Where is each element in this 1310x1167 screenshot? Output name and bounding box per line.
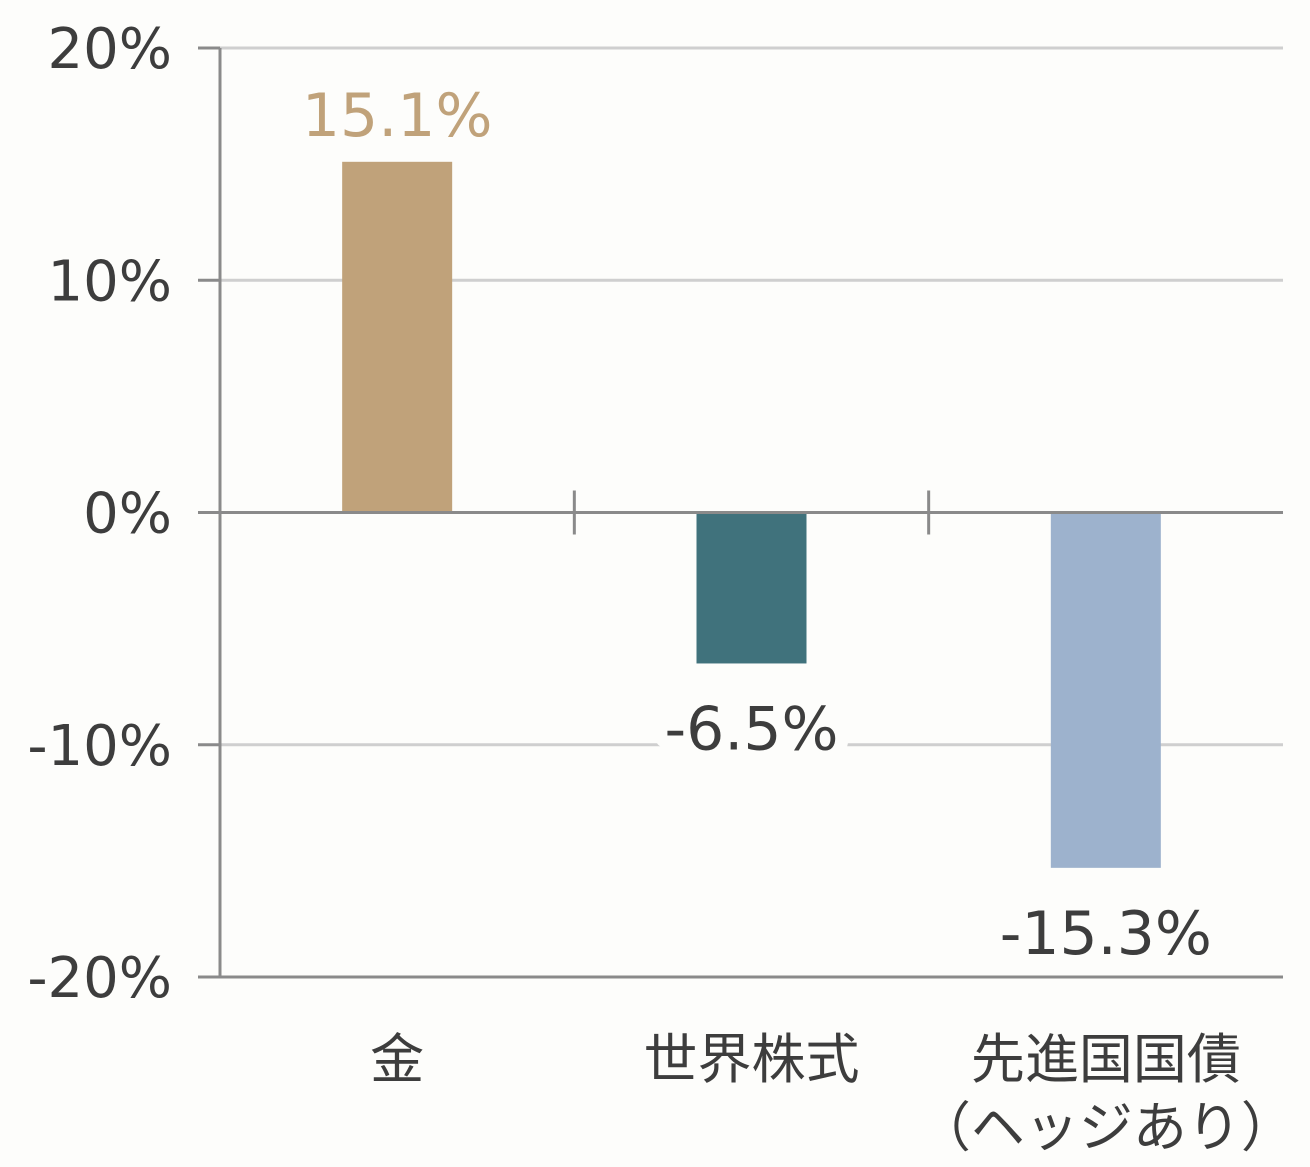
y-tick-label: -20% <box>27 946 172 1011</box>
data-label: -6.5% <box>664 694 838 764</box>
x-category-label: 世界株式 <box>644 1028 860 1091</box>
y-tick-label: 0% <box>83 482 172 547</box>
x-category-label-line: 世界株式 <box>644 1028 860 1091</box>
x-category-label: 先進国国債（ヘッジあり） <box>917 1028 1295 1159</box>
bar <box>696 512 807 664</box>
y-tick-labels: 20% 10% 0% -10% -20% <box>27 17 172 1011</box>
x-category-label-line: 金 <box>370 1028 424 1091</box>
x-category-labels: 金世界株式 先進国国債（ヘッジあり） <box>370 1028 1295 1159</box>
y-tick-label: 20% <box>48 17 172 82</box>
data-label: -15.3% <box>1000 899 1212 969</box>
x-category-label: 金 <box>370 1028 424 1091</box>
bar <box>342 161 453 513</box>
bars <box>342 161 1161 868</box>
axes <box>198 46 1283 979</box>
x-category-label-line: 先進国国債 <box>971 1028 1241 1091</box>
y-tick-label: 10% <box>48 249 172 314</box>
bar <box>1050 512 1161 868</box>
data-label: 15.1% <box>302 81 493 151</box>
data-labels: 15.1% -6.5% -15.3% <box>289 68 1225 982</box>
y-tick-label: -10% <box>27 714 172 779</box>
x-category-label-line: （ヘッジあり） <box>917 1096 1295 1159</box>
